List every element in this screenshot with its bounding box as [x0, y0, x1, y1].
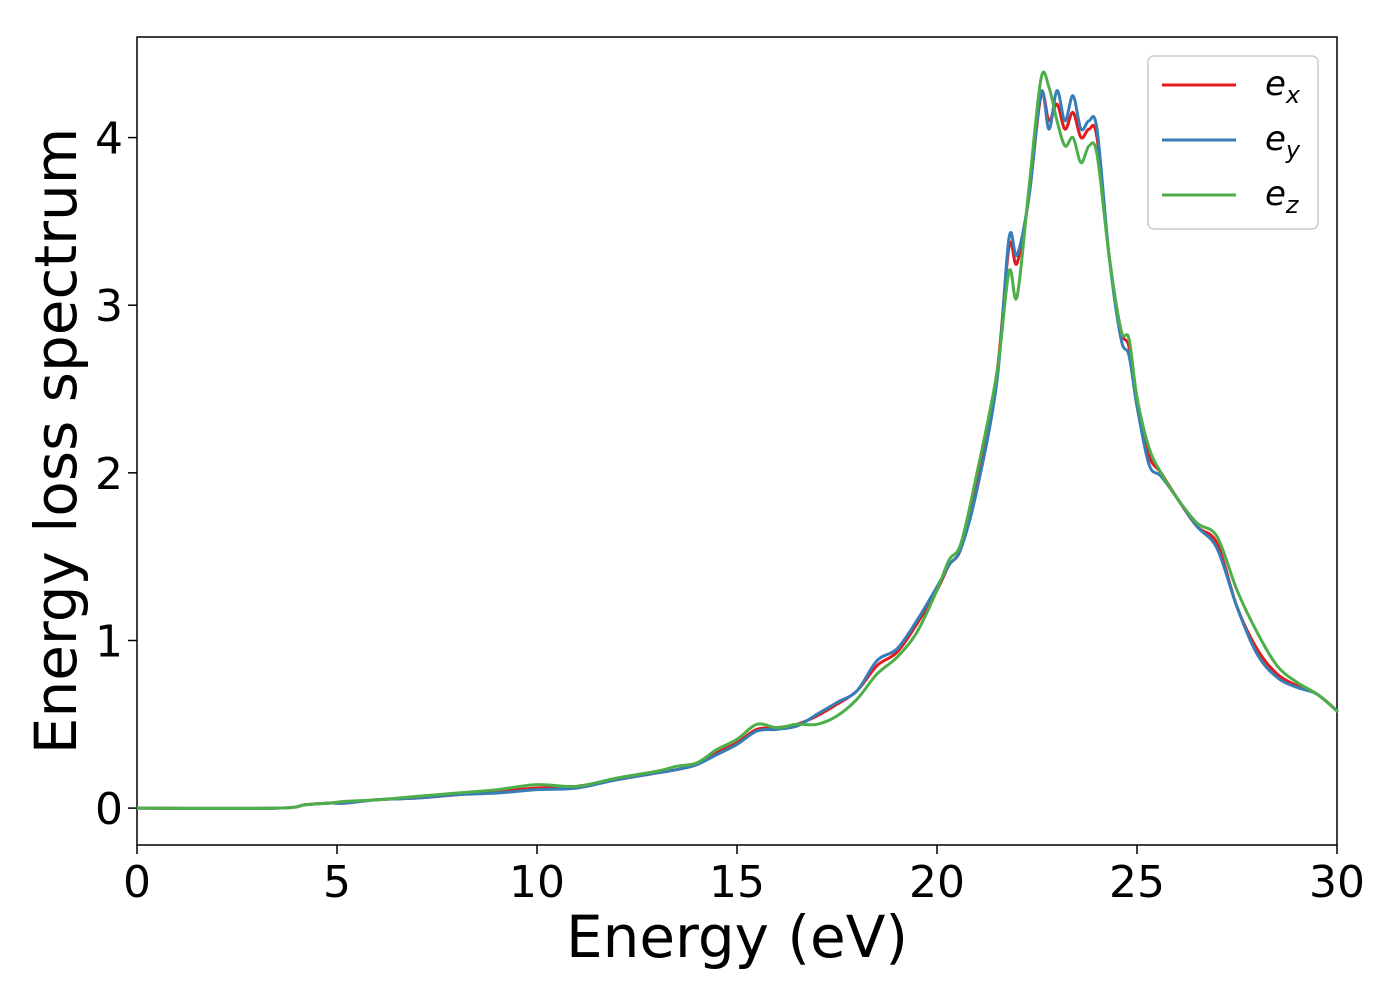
y-tick-label: 4: [95, 114, 123, 165]
legend: ex ey ez: [1147, 55, 1319, 230]
y-axis-title: Energy loss spectrum: [22, 128, 90, 754]
legend-label-x: ex: [1265, 64, 1301, 109]
x-tick-label: 0: [123, 857, 151, 908]
y-tick-label: 0: [95, 784, 123, 835]
y-tick-label: 2: [95, 449, 123, 500]
legend-label-y: ey: [1265, 119, 1301, 164]
x-tick-label: 15: [709, 857, 765, 908]
x-tick-label: 5: [323, 857, 351, 908]
y-axis-ticks: 0 1 2 3 4: [95, 114, 137, 835]
series-line-y: [135, 89, 1339, 810]
x-tick-label: 20: [909, 857, 965, 908]
x-tick-label: 10: [509, 857, 565, 908]
legend-frame: [1147, 55, 1319, 230]
series-layer: [135, 70, 1339, 810]
y-tick-label: 1: [95, 616, 123, 667]
y-tick-label: 3: [95, 281, 123, 332]
x-tick-label: 25: [1109, 857, 1165, 908]
legend-label-z: ez: [1265, 174, 1300, 219]
plot-area: [136, 36, 1338, 846]
x-tick-label: 30: [1309, 857, 1365, 908]
x-axis-ticks: 0 5 10 15 20 25 30: [123, 845, 1365, 908]
series-line-z: [135, 70, 1339, 810]
x-axis-title: Energy (eV): [566, 903, 908, 971]
